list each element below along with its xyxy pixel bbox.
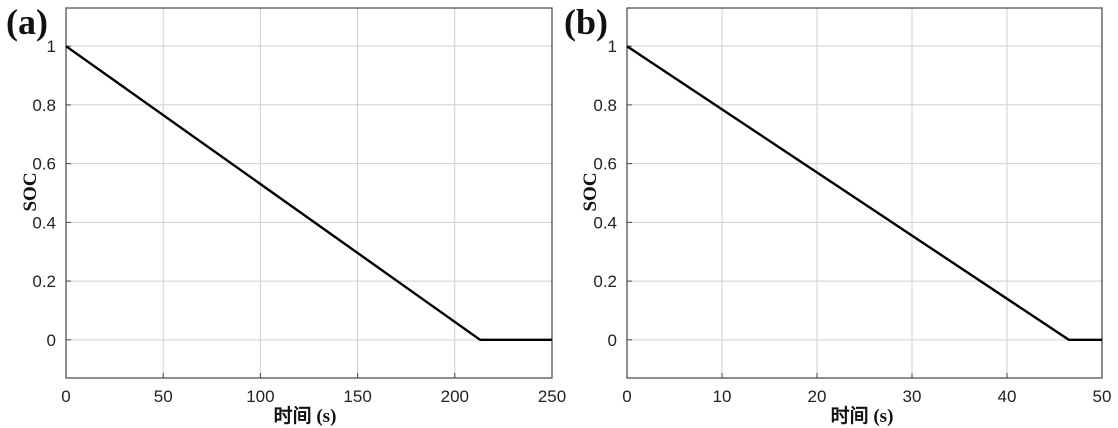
y-axis-title-b: SOC <box>580 172 601 211</box>
y-tick-label: 0 <box>608 331 617 350</box>
x-tick-label: 10 <box>713 387 732 406</box>
x-axis-title-a: 时间 (s) <box>274 405 337 427</box>
y-axis-title-a: SOC <box>20 172 41 211</box>
x-tick-label: 50 <box>154 387 173 406</box>
y-tick-label: 0.6 <box>32 155 56 174</box>
y-tick-label: 0.2 <box>32 272 56 291</box>
x-tick-label: 200 <box>441 387 469 406</box>
x-tick-label: 40 <box>998 387 1017 406</box>
x-tick-label: 0 <box>61 387 70 406</box>
soc-series-line <box>65 45 552 341</box>
panel-label-a: (a) <box>6 2 48 42</box>
x-tick-label: 30 <box>903 387 922 406</box>
x-tick-label: 100 <box>246 387 274 406</box>
chart-panel-a: (a) SOC 时间 (s) 0 50 100 150 200 250 0 0.2 0.4 0.6… <box>6 2 566 427</box>
x-tick-label: 20 <box>808 387 827 406</box>
x-tick-label: 150 <box>343 387 371 406</box>
x-tick-label: 0 <box>622 387 631 406</box>
y-tick-label: 1 <box>47 37 56 56</box>
y-tick-label: 0.8 <box>32 96 56 115</box>
soc-series-line <box>626 45 1102 341</box>
y-tick-label: 0.6 <box>593 155 617 174</box>
plot-frame <box>65 7 553 379</box>
chart-panel-b: (b) SOC 时间 (s) 0 10 20 30 40 50 0 0.2 0.4 0.6 0.8 1 <box>564 2 1111 427</box>
x-tick-label: 250 <box>538 387 566 406</box>
plot-frame <box>626 7 1103 379</box>
y-tick-label: 1 <box>608 37 617 56</box>
x-tick-label: 50 <box>1093 387 1112 406</box>
y-tick-label: 0 <box>47 331 56 350</box>
x-axis-title-b: 时间 (s) <box>831 405 894 427</box>
y-tick-label: 0.2 <box>593 272 617 291</box>
panel-label-b: (b) <box>564 2 608 42</box>
y-tick-label: 0.8 <box>593 96 617 115</box>
y-tick-label: 0.4 <box>32 213 56 232</box>
y-tick-label: 0.4 <box>593 213 617 232</box>
